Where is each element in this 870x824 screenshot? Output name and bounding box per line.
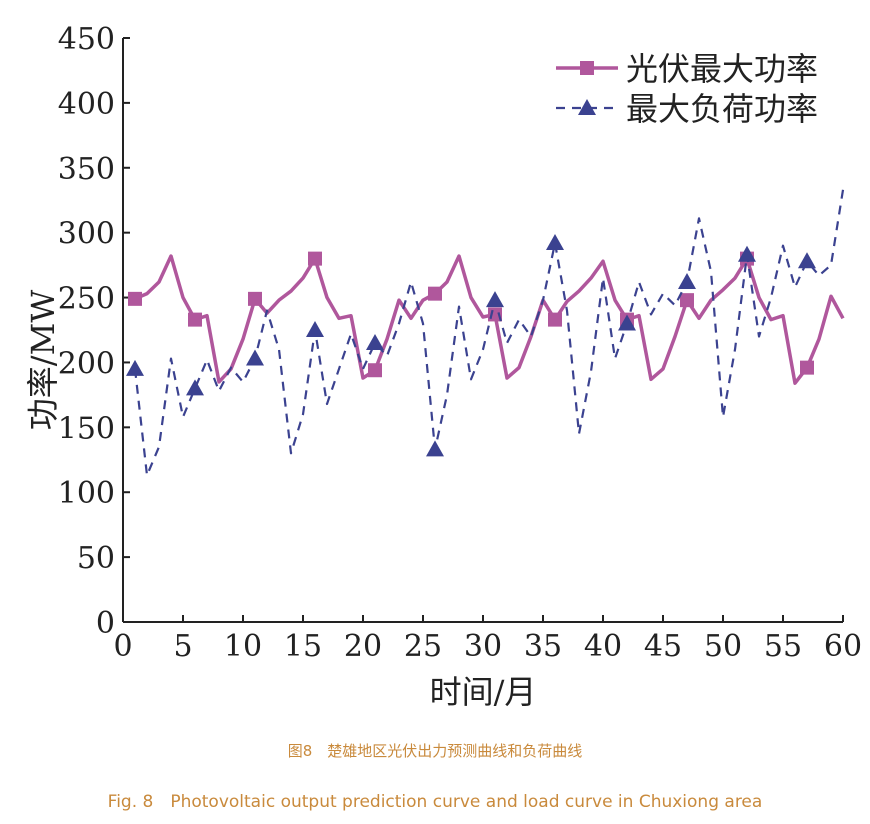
- data-point-square: [428, 286, 442, 301]
- series-group: [126, 189, 845, 477]
- data-point-square: [548, 312, 562, 327]
- data-point-triangle: [306, 321, 324, 337]
- y-axis-label: 功率/MW: [24, 290, 62, 431]
- x-tick-label: 60: [824, 629, 862, 664]
- legend-label-1: 光伏最大功率: [626, 50, 818, 88]
- y-tick-label: 400: [58, 87, 115, 122]
- x-tick-label: 25: [404, 629, 442, 664]
- y-tick-label: 250: [58, 282, 115, 317]
- data-point-triangle: [678, 272, 696, 289]
- data-point-square: [368, 363, 382, 378]
- figure-caption-cn: 图8 楚雄地区光伏出力预测曲线和负荷曲线: [287, 742, 583, 760]
- y-tick-label: 100: [58, 476, 115, 511]
- x-tick-label: 10: [224, 629, 262, 664]
- axes: 0 5 10 15 20 25 30 35 40 45 50 55 60 0 50 100 150 200 250 3…: [58, 22, 862, 664]
- data-point-triangle: [618, 314, 636, 331]
- data-point-triangle: [246, 349, 264, 366]
- x-tick-label: 55: [764, 629, 802, 664]
- figure-caption-en: Fig. 8 Photovoltaic output prediction cu…: [107, 792, 763, 812]
- data-point-triangle: [486, 291, 504, 308]
- x-tick-label: 20: [344, 629, 382, 664]
- y-tick-label: 50: [77, 541, 115, 576]
- x-tick-label: 5: [173, 629, 192, 664]
- y-tick-label: 200: [58, 346, 115, 381]
- data-point-triangle: [426, 440, 444, 457]
- data-point-triangle: [186, 379, 204, 396]
- x-tick-label: 35: [524, 629, 562, 664]
- x-axis-label: 时间/月: [430, 673, 537, 711]
- data-point-triangle: [126, 359, 144, 376]
- x-tick-label: 0: [113, 629, 132, 664]
- x-tick-label: 40: [584, 629, 622, 664]
- legend-marker-1: [580, 61, 594, 75]
- data-point-square: [128, 291, 142, 306]
- data-point-triangle: [738, 245, 756, 262]
- data-point-triangle: [546, 234, 564, 251]
- x-tick-label: 30: [464, 629, 502, 664]
- data-point-square: [248, 291, 262, 306]
- data-point-triangle: [798, 252, 816, 269]
- line-chart: 0 5 10 15 20 25 30 35 40 45 50 55 60 0 50 100 150 200 250 3…: [24, 22, 862, 711]
- series-line-2: [133, 189, 845, 477]
- data-point-square: [308, 251, 322, 266]
- x-tick-label: 45: [644, 629, 682, 664]
- y-tick-label: 0: [96, 606, 115, 641]
- y-tick-label: 450: [58, 22, 115, 57]
- data-point-square: [188, 312, 202, 327]
- y-tick-label: 300: [58, 217, 115, 252]
- data-point-square: [800, 360, 814, 375]
- data-point-triangle: [366, 333, 384, 350]
- y-tick-label: 150: [58, 411, 115, 446]
- legend-marker-2: [578, 99, 596, 115]
- y-tick-label: 350: [58, 152, 115, 187]
- x-tick-label: 15: [284, 629, 322, 664]
- legend-label-2: 最大负荷功率: [626, 90, 818, 128]
- data-point-square: [680, 293, 694, 308]
- x-tick-label: 50: [704, 629, 742, 664]
